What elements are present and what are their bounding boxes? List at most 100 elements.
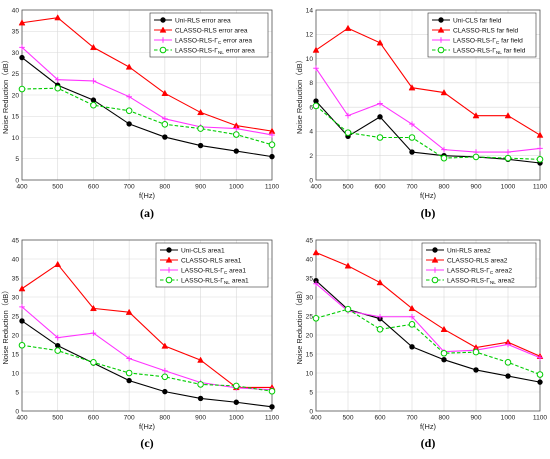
legend-marker <box>160 17 166 23</box>
series-line <box>315 105 541 160</box>
series-line <box>21 344 273 392</box>
plot-frame <box>21 9 273 181</box>
data-point <box>536 131 544 138</box>
x-tick-label: 600 <box>374 184 385 191</box>
y-tick-label: 30 <box>12 50 20 57</box>
x-axis-label: f(Hz) <box>420 422 436 431</box>
y-axis-label: Noise Reduction（dB） <box>1 56 10 134</box>
x-tick-label: 1100 <box>265 184 280 191</box>
legend-marker <box>160 37 166 43</box>
series-line <box>315 308 541 376</box>
data-point <box>440 325 448 332</box>
series-plus <box>313 65 543 155</box>
data-point <box>90 97 97 103</box>
y-tick-label: 15 <box>12 351 20 358</box>
panel-caption: (a) <box>140 206 154 220</box>
legend: Uni-CLS area1 CLASSO-RLS area1 LASSO-RLS-Γ… <box>155 242 269 288</box>
x-tick-label: 700 <box>124 184 135 191</box>
panel-caption: (c) <box>140 436 153 450</box>
data-point <box>90 330 97 336</box>
data-point <box>409 149 415 155</box>
data-point <box>312 249 320 256</box>
data-point <box>162 388 168 395</box>
chart-panel: 0 5 10 15 20 25 30 35 40 45 400 500 600 700 800 900 1000… <box>1 237 279 450</box>
x-tick-label: 1000 <box>229 184 244 191</box>
plot-frame <box>315 9 541 181</box>
series-circle <box>18 84 276 149</box>
y-tick-label: 10 <box>306 370 314 377</box>
data-point <box>54 14 62 21</box>
data-point <box>125 107 133 115</box>
data-point <box>504 112 512 119</box>
data-point <box>232 131 240 138</box>
series-circle <box>312 305 544 378</box>
panel-caption: (d) <box>421 436 436 450</box>
data-point <box>344 129 352 136</box>
x-tick-label: 600 <box>88 184 99 191</box>
data-point <box>312 102 320 110</box>
data-point <box>312 314 320 322</box>
data-point <box>344 262 352 269</box>
data-point <box>505 341 511 348</box>
series-line <box>315 67 541 153</box>
data-point <box>18 19 26 26</box>
data-point <box>537 145 543 152</box>
series-line <box>21 46 273 136</box>
series-line <box>315 280 541 383</box>
y-tick-label: 2 <box>309 153 313 160</box>
y-tick-label: 45 <box>306 237 314 244</box>
data-point <box>197 395 204 402</box>
x-tick-label: 900 <box>195 415 206 422</box>
legend-marker <box>432 247 438 253</box>
y-axis-label: Noise Reduction（dB） <box>295 56 304 134</box>
series-line <box>21 320 273 408</box>
data-point <box>19 304 25 310</box>
y-tick-label: 20 <box>12 332 20 339</box>
y-tick-label: 15 <box>12 114 20 121</box>
y-tick-label: 40 <box>12 256 20 263</box>
series-line <box>315 283 541 359</box>
legend-marker <box>159 46 167 54</box>
data-point <box>90 304 97 312</box>
data-point <box>408 321 416 328</box>
legend-marker <box>437 26 445 33</box>
x-axis-label: f(Hz) <box>139 422 155 431</box>
data-point <box>19 318 25 324</box>
data-point <box>440 89 448 96</box>
x-tick-label: 400 <box>16 184 27 191</box>
data-point <box>126 355 132 362</box>
y-tick-label: 35 <box>306 275 314 282</box>
data-point <box>162 134 168 140</box>
data-point <box>377 313 383 320</box>
data-point <box>269 153 275 160</box>
series-triangle <box>18 260 276 391</box>
data-point <box>125 308 133 315</box>
data-point <box>126 93 132 100</box>
data-point <box>90 101 97 109</box>
x-tick-label: 600 <box>374 415 385 422</box>
legend-label: CLASSO-RLS far field <box>453 27 519 34</box>
y-tick-label: 0 <box>15 177 19 184</box>
data-point <box>344 24 352 31</box>
x-tick-label: 500 <box>342 415 353 422</box>
legend-label: LASSO-RLS-ΓNL error area <box>175 47 255 56</box>
data-point <box>269 404 275 410</box>
y-tick-label: 40 <box>306 256 314 263</box>
x-tick-label: 900 <box>195 184 206 191</box>
data-point <box>504 359 512 366</box>
data-point <box>232 382 240 390</box>
data-point <box>268 141 276 149</box>
data-point <box>377 100 383 107</box>
data-point <box>408 84 416 91</box>
y-tick-label: 25 <box>12 71 20 78</box>
data-point <box>54 84 62 92</box>
data-point <box>125 369 133 377</box>
data-point <box>440 349 448 357</box>
y-tick-label: 20 <box>12 92 20 99</box>
x-tick-label: 800 <box>159 184 170 191</box>
legend-marker <box>166 267 172 273</box>
data-point <box>313 98 319 104</box>
legend-label: Uni-RLS error area <box>175 17 231 24</box>
data-point <box>440 154 448 162</box>
series-triangle <box>312 24 544 138</box>
